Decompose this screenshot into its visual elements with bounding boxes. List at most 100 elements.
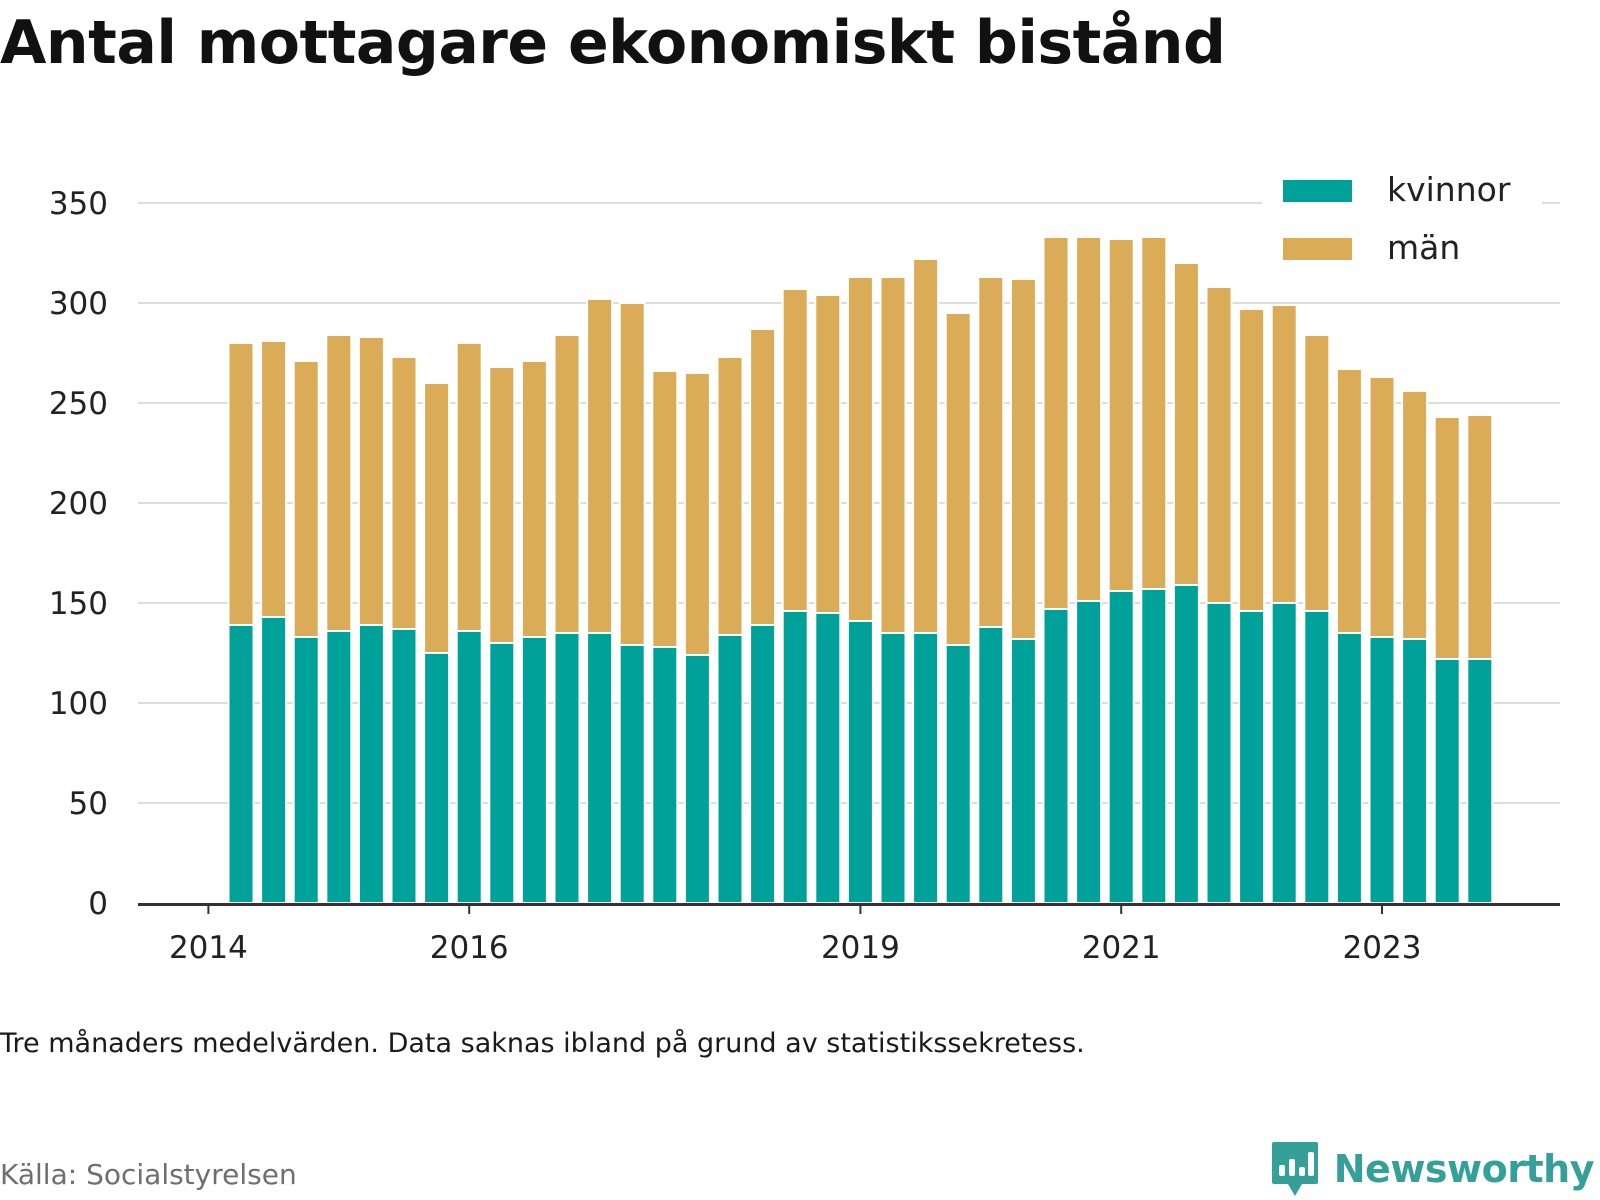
bars: [227, 236, 1494, 904]
bar-kvinnor: [781, 610, 809, 904]
x-tick-label: 2019: [821, 930, 900, 966]
bar-kvinnor: [1270, 602, 1298, 904]
chart: 0 50 100 150 200 250 300 350 2014 2016 2019 2021 202…: [48, 164, 1560, 966]
bar-man: [912, 258, 940, 634]
y-tick-label: 200: [49, 486, 108, 522]
bar-kvinnor: [1335, 632, 1363, 904]
chart-title: Antal mottagare ekonomiskt bistånd: [0, 8, 1226, 78]
bar-man: [586, 298, 614, 634]
y-tick-label: 0: [88, 886, 108, 922]
bar-man: [390, 356, 418, 630]
bar-kvinnor: [1238, 610, 1266, 904]
bar-kvinnor: [1140, 588, 1168, 904]
y-tick-label: 150: [49, 586, 108, 622]
bar-kvinnor: [260, 616, 288, 904]
bar-kvinnor: [1433, 658, 1461, 904]
axes: 0 50 100 150 200 250 300 350 2014 2016 2019 2021 202…: [49, 186, 1560, 966]
brand-name: Newsworthy: [1333, 1147, 1595, 1191]
bar-kvinnor: [390, 628, 418, 904]
bar-man: [814, 294, 842, 614]
bar-man: [618, 302, 646, 646]
bar-man: [1368, 376, 1396, 638]
x-tick-label: 2016: [430, 930, 509, 966]
bar-man: [879, 276, 907, 634]
bar-man: [1205, 286, 1233, 604]
bar-man: [781, 288, 809, 612]
bar-kvinnor: [879, 632, 907, 904]
chart-note: Tre månaders medelvärden. Data saknas ib…: [0, 1028, 1085, 1059]
legend: kvinnor män: [1262, 164, 1542, 282]
bar-kvinnor: [1009, 638, 1037, 904]
bar-man: [683, 372, 711, 656]
bar-kvinnor: [683, 654, 711, 904]
bar-kvinnor: [292, 636, 320, 904]
bar-kvinnor: [944, 644, 972, 904]
bar-man: [1042, 236, 1070, 610]
bar-kvinnor: [749, 624, 777, 904]
bar-man: [1270, 304, 1298, 604]
bar-kvinnor: [1401, 638, 1429, 904]
bar-man: [749, 328, 777, 626]
bar-kvinnor: [1368, 636, 1396, 904]
bar-man: [1075, 236, 1103, 602]
bar-kvinnor: [488, 642, 516, 904]
bar-man: [1335, 368, 1363, 634]
bar-kvinnor: [586, 632, 614, 904]
bar-man: [944, 312, 972, 646]
bar-man: [227, 342, 255, 626]
bar-kvinnor: [227, 624, 255, 904]
bar-kvinnor: [814, 612, 842, 904]
bar-man: [325, 334, 353, 632]
bar-man: [553, 334, 581, 634]
brand[interactable]: Newsworthy: [1270, 1140, 1595, 1198]
bar-kvinnor: [912, 632, 940, 904]
bar-man: [423, 382, 451, 654]
bar-kvinnor: [325, 630, 353, 904]
x-tick-label: 2014: [169, 930, 248, 966]
bar-man: [1238, 308, 1266, 612]
y-tick-label: 300: [49, 286, 108, 322]
bar-man: [292, 360, 320, 638]
y-tick-label: 100: [49, 686, 108, 722]
legend-swatch: [1283, 180, 1352, 202]
bar-kvinnor: [455, 630, 483, 904]
bar-kvinnor: [1107, 590, 1135, 904]
y-tick-label: 50: [69, 786, 108, 822]
bar-kvinnor: [1466, 658, 1494, 904]
bar-kvinnor: [1172, 584, 1200, 904]
bar-man: [260, 340, 288, 618]
bar-man: [357, 336, 385, 626]
bar-man: [1433, 416, 1461, 660]
bar-man: [716, 356, 744, 636]
y-tick-label: 250: [49, 386, 108, 422]
bar-man: [1466, 414, 1494, 660]
bar-man: [977, 276, 1005, 628]
legend-label: män: [1387, 228, 1460, 267]
bar-kvinnor: [423, 652, 451, 904]
legend-swatch: [1283, 238, 1352, 260]
bar-man: [1172, 262, 1200, 586]
legend-label: kvinnor: [1387, 170, 1511, 209]
bar-man: [488, 366, 516, 644]
newsworthy-logo-icon: [1271, 1142, 1318, 1196]
bar-man: [1303, 334, 1331, 612]
bar-man: [455, 342, 483, 632]
x-tick-label: 2023: [1343, 930, 1422, 966]
bar-man: [846, 276, 874, 622]
bar-kvinnor: [1303, 610, 1331, 904]
bar-kvinnor: [618, 644, 646, 904]
bar-kvinnor: [846, 620, 874, 904]
bar-kvinnor: [357, 624, 385, 904]
bar-man: [520, 360, 548, 638]
bar-man: [1401, 390, 1429, 640]
bar-kvinnor: [1205, 602, 1233, 904]
bar-kvinnor: [977, 626, 1005, 904]
bar-kvinnor: [716, 634, 744, 904]
bar-man: [1107, 238, 1135, 592]
bar-man: [651, 370, 679, 648]
bar-kvinnor: [1042, 608, 1070, 904]
bar-man: [1009, 278, 1037, 640]
y-tick-label: 350: [49, 186, 108, 222]
bar-kvinnor: [1075, 600, 1103, 904]
source-text: Källa: Socialstyrelsen: [0, 1158, 297, 1191]
